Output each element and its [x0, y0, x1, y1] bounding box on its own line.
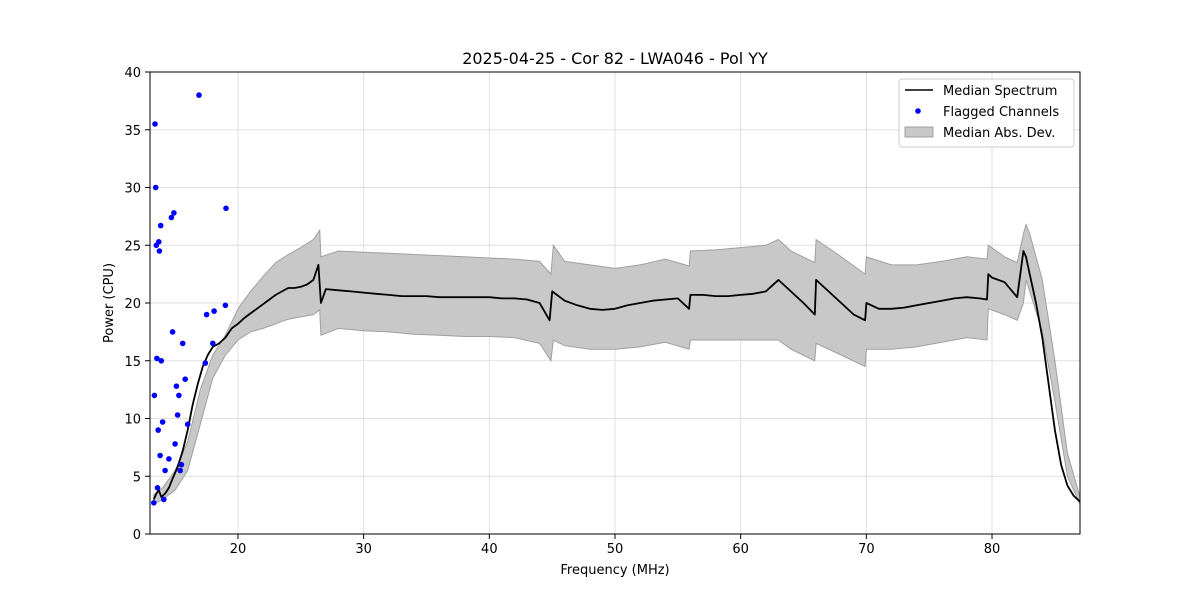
y-tick-label: 30	[124, 182, 141, 197]
x-tick-label: 30	[355, 542, 372, 557]
flagged-channel-point	[168, 214, 175, 221]
flagged-channel-point	[172, 441, 178, 447]
y-tick-label: 10	[124, 413, 141, 428]
flagged-channel-point	[154, 485, 161, 491]
flagged-channel-point	[196, 92, 202, 98]
legend-median-spectrum: Median Spectrum	[943, 84, 1057, 99]
flagged-channel-point	[158, 358, 165, 364]
legend-flagged-channels: Flagged Channels	[943, 105, 1059, 120]
flagged-channel-point	[223, 205, 229, 212]
flagged-channel-point	[155, 427, 161, 433]
y-tick-label: 5	[133, 470, 141, 485]
x-axis-ticks: 20 30 40 50 60 70 80	[230, 534, 1001, 557]
y-tick-label: 20	[124, 297, 141, 312]
x-tick-label: 40	[481, 542, 498, 557]
flagged-channel-point	[203, 311, 210, 318]
flagged-channel-point	[178, 461, 185, 468]
flagged-channel-point	[222, 302, 229, 309]
flagged-channel-point	[202, 360, 209, 366]
flagged-channel-point	[151, 392, 158, 399]
flagged-channel-point	[166, 456, 172, 462]
legend-dot-swatch	[915, 108, 921, 114]
flagged-channel-point	[156, 239, 162, 245]
flagged-channel-point	[182, 376, 188, 383]
y-tick-label: 40	[124, 66, 141, 81]
legend-band-swatch	[904, 126, 934, 138]
x-tick-label: 70	[858, 542, 875, 557]
flagged-channel-point	[177, 467, 183, 474]
flagged-channel-point	[157, 452, 163, 459]
flagged-channel-point	[159, 419, 166, 425]
flagged-channel-point	[157, 222, 164, 229]
legend: Median Spectrum Flagged Channels Median …	[898, 78, 1075, 148]
flagged-channel-point	[184, 421, 191, 428]
y-tick-label: 15	[124, 355, 141, 370]
y-tick-label: 0	[133, 528, 141, 543]
median-spectrum-line	[152, 250, 1081, 503]
flagged-channel-point	[161, 496, 167, 503]
flagged-channel-point	[151, 500, 157, 506]
x-axis-label: Frequency (MHz)	[560, 563, 669, 578]
y-axis-label: Power (CPU)	[102, 263, 117, 343]
flagged-channel-point	[156, 248, 163, 254]
mad-band-area	[153, 222, 1081, 505]
flagged-channel-point	[152, 121, 158, 127]
flagged-channel-point	[174, 412, 181, 418]
chart-title: 2025-04-25 - Cor 82 - LWA046 - Pol YY	[462, 49, 768, 68]
x-tick-label: 80	[984, 542, 1001, 557]
flagged-channel-point	[171, 210, 177, 216]
legend-box	[898, 78, 1075, 148]
flagged-channel-point	[173, 383, 180, 390]
y-axis-ticks: 0 5 10 15 20 25 30 35 40	[124, 66, 150, 543]
flagged-channel-point	[162, 467, 168, 474]
flagged-channel-point	[154, 355, 160, 362]
x-tick-label: 50	[607, 542, 624, 557]
flagged-channel-point	[152, 184, 159, 191]
x-tick-label: 20	[230, 542, 247, 557]
flagged-channel-point	[210, 340, 216, 347]
flagged-channels	[151, 92, 229, 506]
flagged-channel-point	[211, 308, 217, 314]
y-tick-label: 25	[124, 239, 141, 254]
flagged-channel-point	[179, 340, 186, 347]
mad-band	[153, 222, 1081, 505]
x-tick-label: 60	[732, 542, 749, 557]
flagged-channel-point	[176, 392, 182, 399]
y-tick-label: 35	[124, 124, 141, 139]
flagged-channel-point	[169, 329, 176, 335]
legend-median-abs-dev: Median Abs. Dev.	[943, 126, 1055, 141]
median-spectrum	[152, 250, 1081, 503]
